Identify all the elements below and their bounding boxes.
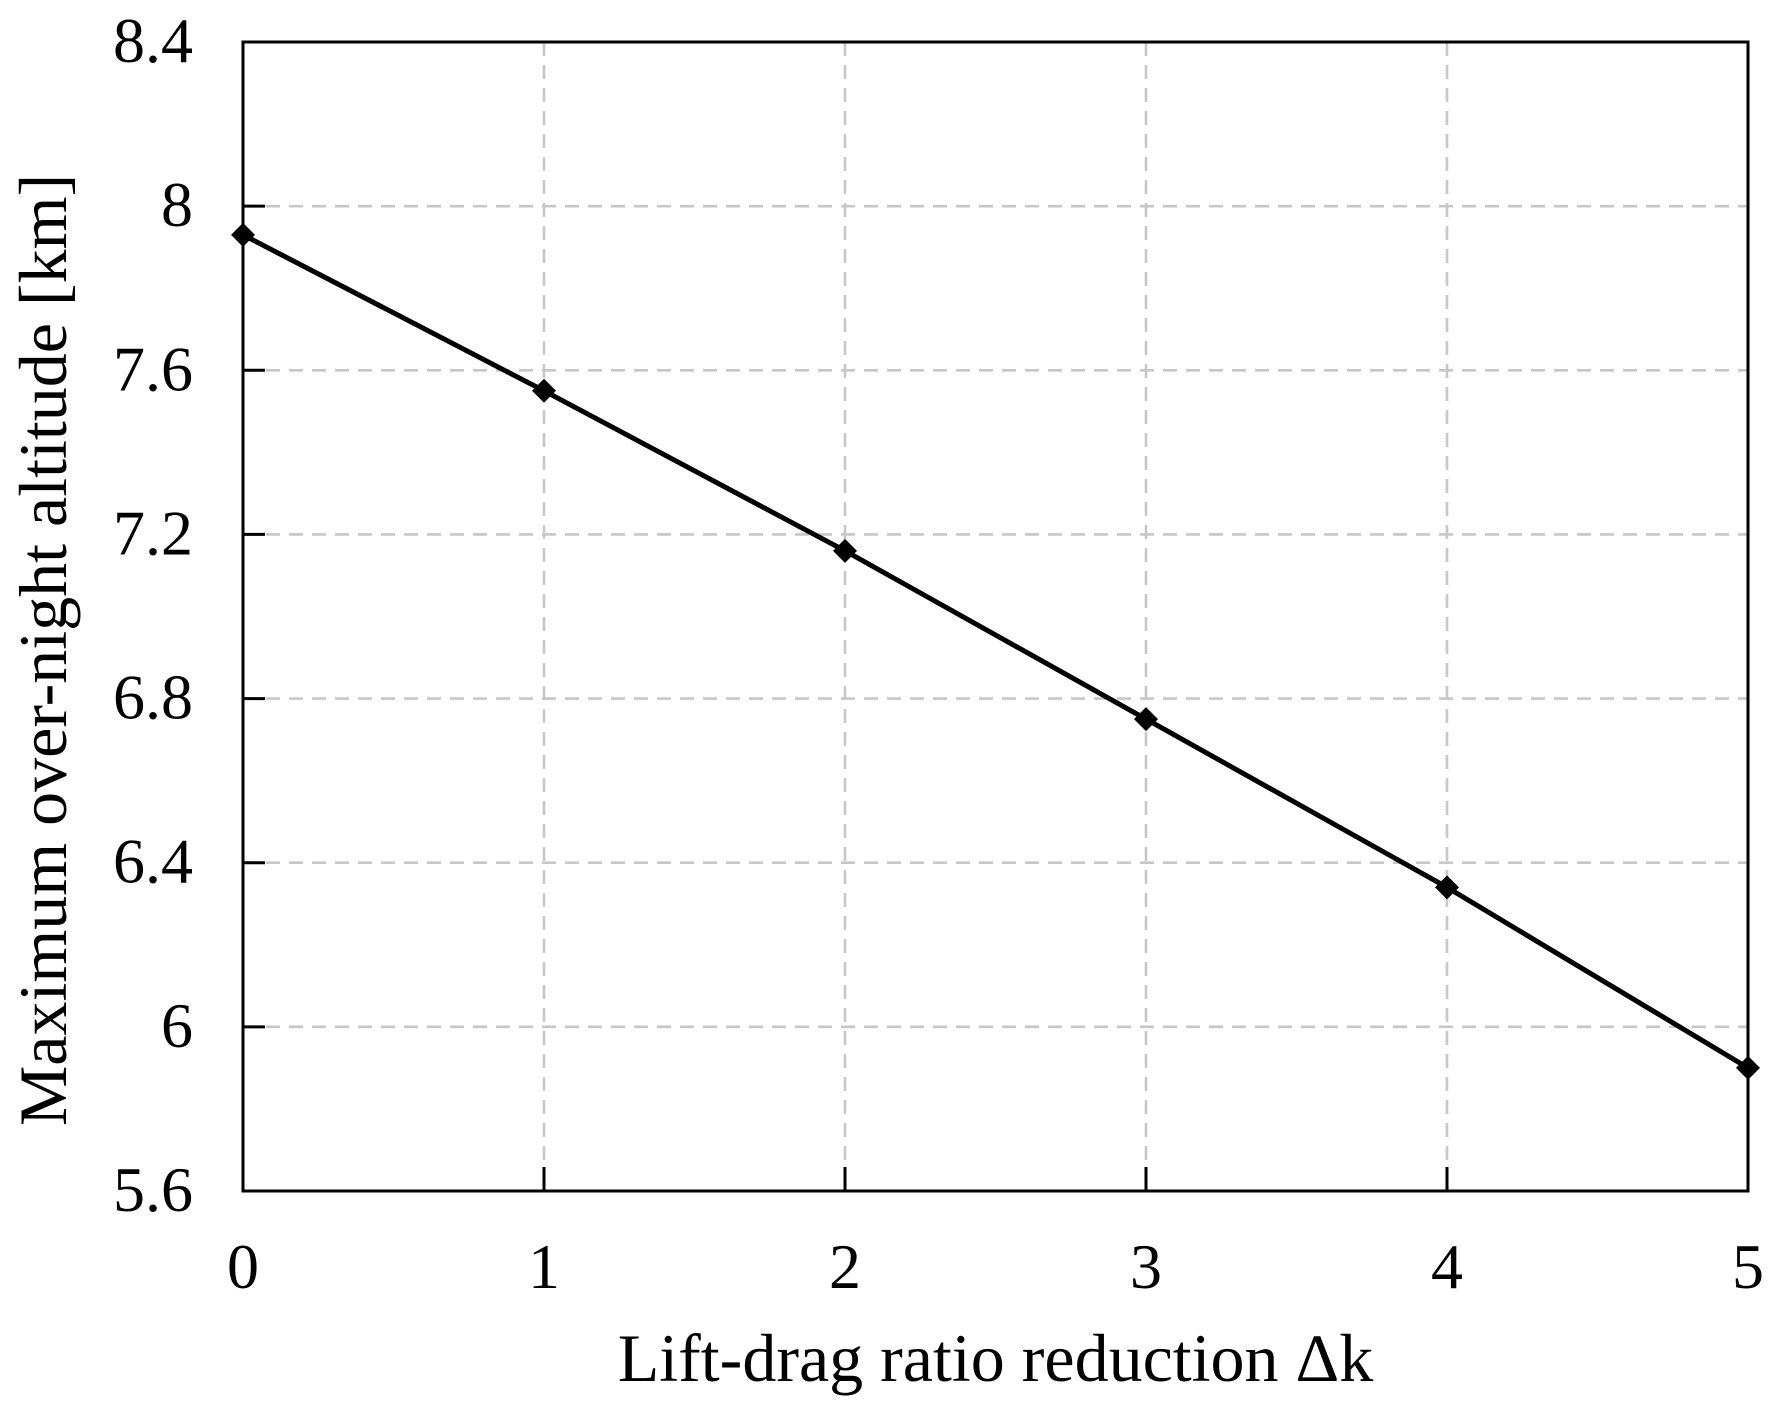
data-point-marker [1134,707,1158,732]
data-point-marker [532,378,556,403]
plot-frame [241,40,1750,1193]
x-tick-label: 2 [829,1231,861,1302]
data-point-marker [231,222,255,247]
x-tick-label: 1 [528,1231,560,1302]
y-tick-label: 7.2 [113,497,193,568]
y-tick-label: 6.4 [113,826,193,897]
x-tick-label: 0 [227,1231,259,1302]
y-tick-label: 8.4 [113,5,193,76]
y-tick-label: 5.6 [113,1154,193,1225]
data-point-marker [833,538,857,563]
y-axis-title: Maximum over-night altitude [km] [5,174,81,1126]
data-point-marker [1736,1055,1760,1080]
y-tick-label: 6 [161,990,193,1061]
x-tick-label: 4 [1431,1231,1463,1302]
data-point-marker [1435,875,1459,900]
x-tick-label: 3 [1130,1231,1162,1302]
y-tick-label: 7.6 [113,333,193,404]
x-axis-title: Lift-drag ratio reduction Δk [618,1320,1374,1396]
x-tick-label: 5 [1732,1231,1764,1302]
data-line [240,232,1751,1071]
y-tick-label: 8 [161,169,193,240]
y-tick-label: 6.8 [113,662,193,733]
